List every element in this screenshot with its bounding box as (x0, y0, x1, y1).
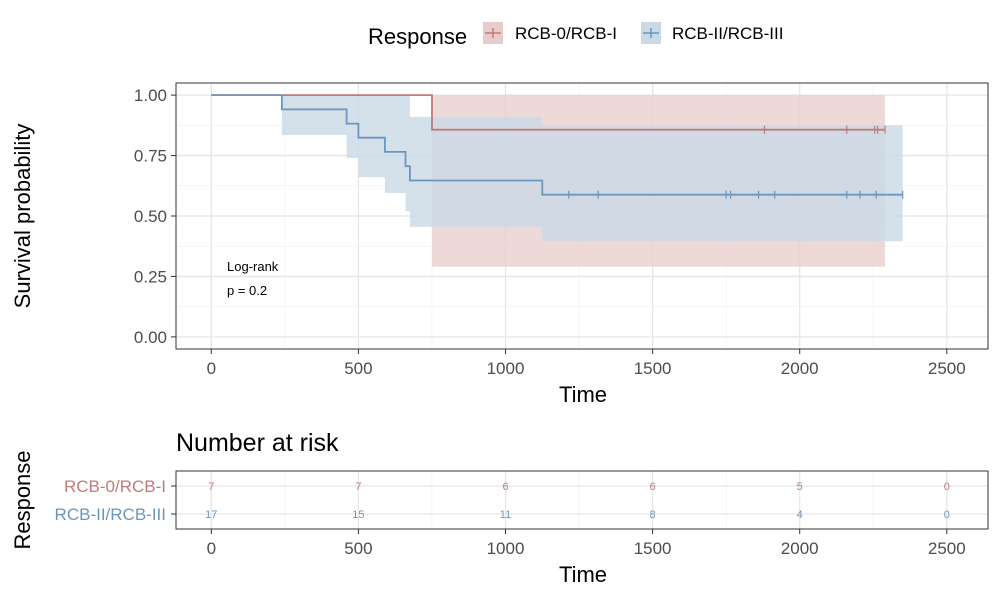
risk-value: 8 (650, 509, 656, 521)
legend-key-rcb2 (641, 22, 661, 44)
risk-value: 6 (502, 481, 508, 493)
risk-table-panel: Number at risk 7 7 6 6 5 0 17 15 11 8 4 0 RCB-0/RCB… (10, 429, 989, 587)
risk-y-axis-title: Response (10, 450, 35, 549)
logrank-label: Log-rank (227, 259, 279, 274)
risk-table-x-axis: 0 500 1000 1500 2000 2500 (207, 529, 966, 558)
risk-value: 5 (797, 481, 803, 493)
x-tick-label: 2500 (928, 359, 966, 378)
risk-value: 6 (650, 481, 656, 493)
legend-label-rcb0: RCB-0/RCB-I (515, 24, 617, 43)
x-tick-label: 2000 (781, 359, 819, 378)
survival-y-axis: 0.00 0.25 0.50 0.75 1.00 (134, 86, 176, 347)
risk-table-gridlines (176, 471, 988, 529)
risk-row-label: RCB-0/RCB-I (64, 477, 166, 496)
survival-curve-series-1 (211, 94, 903, 196)
risk-x-tick-label: 0 (207, 539, 216, 558)
risk-value: 7 (355, 481, 361, 493)
survival-x-axis-title: Time (559, 382, 607, 407)
x-tick-label: 0 (207, 359, 216, 378)
survival-y-axis-title: Survival probability (10, 124, 35, 309)
survival-curve-series-0 (211, 94, 885, 131)
risk-x-tick-label: 1000 (487, 539, 525, 558)
risk-panel-border (175, 470, 989, 530)
risk-table-title: Number at risk (176, 429, 339, 457)
x-tick-label: 1000 (487, 359, 525, 378)
legend-key-rcb0 (483, 22, 503, 44)
censor-marks (568, 125, 904, 199)
y-tick-label: 0.50 (134, 207, 167, 226)
y-tick-label: 0.00 (134, 328, 167, 347)
risk-x-tick-label: 2500 (928, 539, 966, 558)
risk-table-y-axis: RCB-0/RCB-I RCB-II/RCB-III (55, 477, 176, 524)
x-tick-label: 1500 (634, 359, 672, 378)
ci-band-series-1 (281, 95, 903, 242)
legend-title: Response (368, 24, 467, 49)
risk-x-tick-label: 1500 (634, 539, 672, 558)
risk-x-tick-label: 2000 (781, 539, 819, 558)
risk-row-label: RCB-II/RCB-III (55, 505, 166, 524)
y-tick-label: 0.75 (134, 147, 167, 166)
risk-value: 15 (352, 509, 364, 521)
legend: Response RCB-0/RCB-I RCB-II/RCB-III (368, 22, 783, 49)
survival-curves (211, 94, 903, 196)
risk-value: 0 (944, 481, 950, 493)
risk-value: 0 (944, 509, 950, 521)
confidence-bands (281, 95, 903, 267)
risk-value: 17 (205, 509, 217, 521)
legend-label-rcb2: RCB-II/RCB-III (672, 24, 783, 43)
risk-table-values: 7 7 6 6 5 0 17 15 11 8 4 0 (205, 481, 950, 521)
x-tick-label: 500 (344, 359, 372, 378)
survival-plot-panel: 0.00 0.25 0.50 0.75 1.00 0 500 1000 1500 2000 250… (10, 82, 989, 407)
pvalue-label: p = 0.2 (227, 283, 267, 298)
risk-x-tick-label: 500 (344, 539, 372, 558)
risk-x-axis-title: Time (559, 562, 607, 587)
risk-value: 7 (208, 481, 214, 493)
survival-x-axis: 0 500 1000 1500 2000 2500 (207, 349, 966, 378)
risk-value: 4 (797, 509, 803, 521)
y-tick-label: 0.25 (134, 267, 167, 286)
y-tick-label: 1.00 (134, 86, 167, 105)
risk-value: 11 (500, 509, 511, 521)
